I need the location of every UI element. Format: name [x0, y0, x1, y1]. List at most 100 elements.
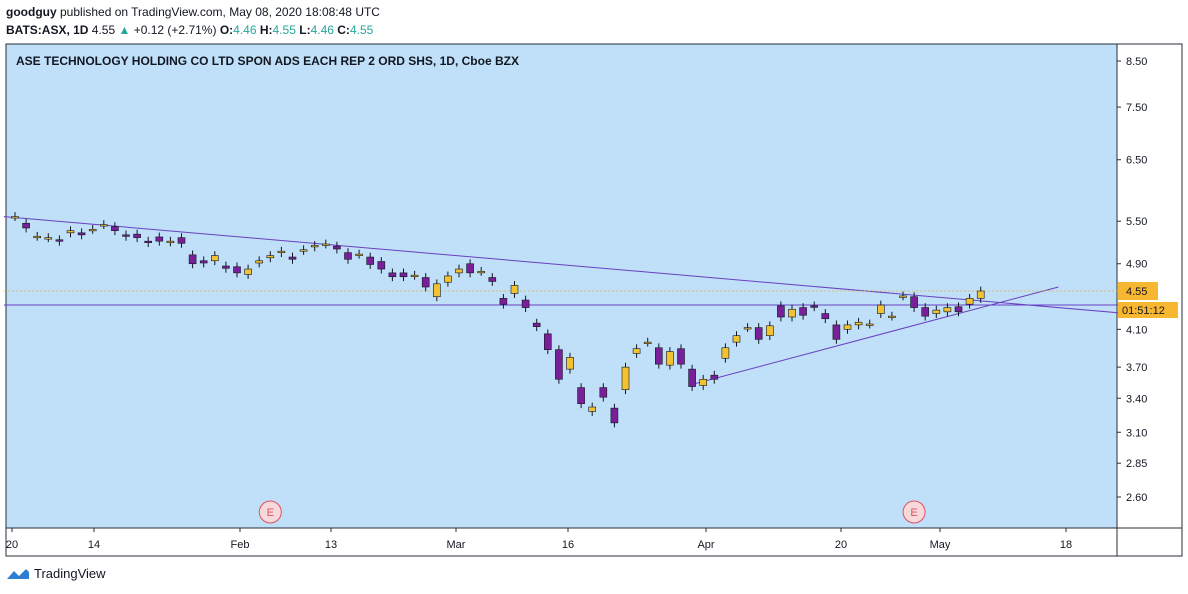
candle-body [910, 296, 918, 308]
candle-body [821, 313, 830, 320]
x-tick-label: Mar [447, 539, 466, 551]
candle-body [188, 254, 197, 265]
candle-body [810, 305, 819, 308]
publish-info: published on TradingView.com, May 08, 20… [60, 5, 380, 19]
trendline [691, 286, 1059, 385]
candle-body [122, 234, 130, 237]
candle-body [333, 245, 341, 250]
author-name[interactable]: goodguy [6, 5, 57, 19]
x-tick-label: 13 [325, 539, 337, 551]
candle-body [166, 240, 175, 243]
candle-body [377, 261, 386, 270]
high-label: H: [259, 23, 273, 37]
candle-body [421, 277, 430, 288]
y-tick-label: 3.40 [1126, 393, 1147, 405]
candle-body [399, 272, 408, 278]
x-tick-label: 16 [562, 539, 574, 551]
candle-body [621, 366, 630, 390]
y-tick-label: 7.50 [1126, 102, 1147, 114]
candle-body [310, 245, 319, 248]
candle-body [976, 290, 985, 299]
candle-body [488, 277, 497, 282]
open-value: 4.46 [233, 23, 257, 37]
candle-body [843, 324, 852, 330]
candle-body [510, 285, 519, 294]
candle-body [777, 305, 785, 318]
candle-body [710, 374, 719, 380]
candle-body [466, 263, 474, 274]
candle-body [277, 250, 286, 253]
candle-body [321, 243, 330, 246]
candle-body [932, 309, 941, 314]
candle-body [33, 235, 42, 239]
chart-title: ASE TECHNOLOGY HOLDING CO LTD SPON ADS E… [16, 54, 519, 68]
candle-body [155, 236, 164, 242]
candle-body [965, 298, 974, 305]
candle-body [943, 307, 952, 313]
candle-body [11, 216, 19, 219]
candle-body [588, 406, 597, 412]
candle-body [610, 407, 619, 424]
candle-body [100, 224, 108, 227]
candle-body [111, 226, 119, 232]
price-badge [1118, 282, 1158, 301]
chart-frame [5, 43, 1183, 557]
ohlc-line: BATS:ASX, 1D 4.55 ▲ +0.12 (+2.71%) O:4.4… [6, 23, 373, 37]
candle-body [543, 333, 552, 350]
y-tick-label: 5.50 [1126, 216, 1147, 228]
close-label: C: [337, 23, 350, 37]
candle-body [799, 307, 807, 316]
earnings-marker [902, 500, 926, 524]
candle-body [477, 271, 486, 274]
earnings-marker [258, 500, 282, 524]
x-tick-label: 18 [1060, 539, 1072, 551]
candle-body [654, 347, 663, 365]
trendline [3, 216, 1148, 316]
candle-body [599, 387, 608, 398]
candle-body [721, 347, 730, 359]
candle-body [177, 237, 186, 244]
candle-body [632, 348, 641, 354]
candle-body [266, 255, 275, 259]
y-tick-label: 3.70 [1126, 362, 1147, 374]
price-change: +0.12 (+2.71%) [133, 23, 217, 37]
y-tick-label: 8.50 [1126, 56, 1147, 68]
y-tick-label: 2.85 [1126, 458, 1147, 470]
candle-body [366, 256, 375, 265]
candle-body [77, 232, 86, 236]
candle-body [199, 260, 208, 264]
y-tick-label: 3.10 [1126, 427, 1147, 439]
x-tick-label: Feb [231, 539, 250, 551]
candle-body [643, 341, 652, 344]
high-value: 4.55 [272, 23, 296, 37]
up-arrow-icon: ▲ [118, 23, 131, 37]
candle-body [233, 266, 241, 274]
tradingview-footer[interactable]: TradingView [6, 566, 106, 581]
candle-body [244, 268, 252, 275]
x-tick-label: 14 [88, 539, 100, 551]
tradingview-brand: TradingView [34, 566, 106, 581]
candle-body [144, 240, 152, 243]
candle-body [44, 237, 53, 240]
earnings-label: E [910, 507, 917, 519]
open-label: O: [219, 23, 234, 37]
candle-body [222, 265, 230, 269]
low-value: 4.46 [310, 23, 334, 37]
candle-body [299, 249, 308, 252]
last-price: 4.55 [91, 23, 116, 37]
candle-body [344, 252, 352, 260]
price-badge-label: 4.55 [1126, 286, 1147, 298]
candle-body [410, 274, 419, 277]
candle-body [444, 275, 452, 283]
candle-body [765, 325, 774, 336]
y-tick-label: 4.90 [1126, 259, 1147, 271]
low-label: L: [299, 23, 311, 37]
candle-body [832, 324, 841, 340]
candle-body [66, 230, 75, 234]
candle-body [22, 222, 30, 229]
x-tick-label: Apr [697, 539, 714, 551]
candle-body [743, 327, 752, 330]
symbol-label: BATS:ASX, 1D [6, 23, 89, 37]
y-tick-label: 6.50 [1126, 155, 1147, 167]
